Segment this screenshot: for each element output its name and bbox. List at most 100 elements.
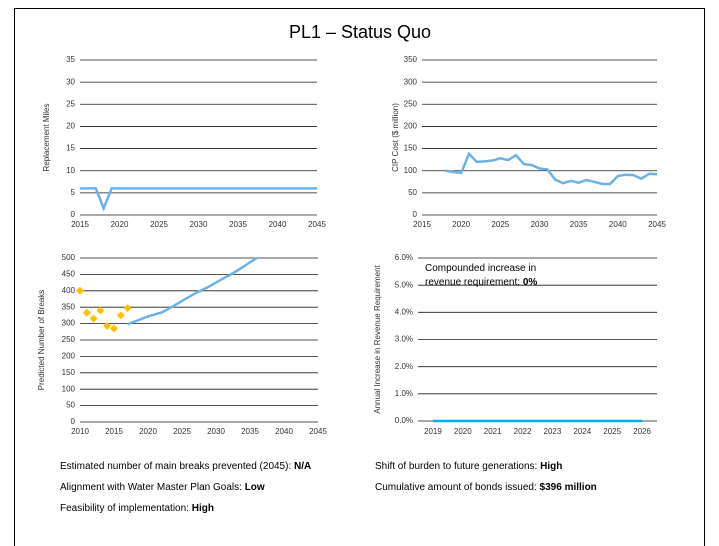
note: Shift of burden to future generations: H…: [375, 461, 562, 472]
note-value: High: [540, 461, 563, 472]
y-tick-label: 2.0%: [395, 362, 413, 371]
note-label: Alignment with Water Master Plan Goals:: [60, 482, 242, 493]
x-tick-label: 2015: [105, 427, 123, 436]
y-tick-label: 5.0%: [395, 280, 413, 289]
y-tick-label: 150: [404, 144, 418, 153]
y-tick-label: 250: [62, 335, 76, 344]
y-tick-label: 100: [404, 166, 418, 175]
x-tick-label: 2020: [111, 220, 129, 229]
x-tick-label: 2040: [609, 220, 627, 229]
x-tick-label: 2015: [71, 220, 89, 229]
y-tick-label: 30: [66, 77, 75, 86]
note: Cumulative amount of bonds issued: $396 …: [375, 482, 597, 493]
y-tick-label: 50: [408, 188, 417, 197]
y-tick-label: 5: [71, 188, 76, 197]
x-tick-label: 2030: [531, 220, 549, 229]
y-tick-label: 100: [62, 384, 76, 393]
slide-title: PL1 – Status Quo: [289, 22, 431, 42]
note: Feasibility of implementation: High: [60, 503, 214, 514]
note-value: High: [191, 503, 214, 514]
x-tick-label: 2020: [452, 220, 470, 229]
note-value: N/A: [294, 461, 312, 472]
scatter-point: [82, 308, 91, 317]
y-tick-label: 3.0%: [395, 335, 413, 344]
y-tick-label: 0: [71, 417, 76, 426]
y-tick-label: 350: [404, 55, 418, 64]
note-label: Feasibility of implementation:: [60, 503, 189, 514]
y-tick-label: 200: [62, 352, 76, 361]
x-tick-label: 2035: [570, 220, 588, 229]
y-axis-label: CIP Cost ($ million): [391, 103, 400, 172]
y-tick-label: 50: [66, 401, 75, 410]
note-label: Shift of burden to future generations:: [375, 461, 538, 472]
scatter-point: [110, 324, 118, 333]
annotation: revenue requirement: 0%: [425, 277, 537, 288]
x-tick-label: 2045: [648, 220, 666, 229]
slide-border: [14, 8, 705, 546]
x-tick-label: 2045: [309, 427, 327, 436]
x-tick-label: 2022: [514, 427, 532, 436]
x-tick-label: 2020: [139, 427, 157, 436]
y-tick-label: 350: [62, 302, 76, 311]
scatter-point: [96, 306, 105, 315]
note-label: Cumulative amount of bonds issued:: [375, 482, 537, 493]
y-axis-label: Annual Increase in Revenue Requirement: [373, 264, 382, 413]
line: [127, 256, 258, 326]
y-axis-label: Predicted Number of Breaks: [37, 290, 46, 391]
y-tick-label: 20: [66, 122, 75, 131]
x-tick-label: 2020: [454, 427, 472, 436]
y-tick-label: 450: [62, 270, 76, 279]
y-axis-label: Replacement Miles: [42, 103, 51, 171]
y-tick-label: 15: [66, 144, 75, 153]
x-tick-label: 2025: [173, 427, 191, 436]
annotation-text: Compounded increase in: [425, 263, 536, 274]
annotation-text: revenue requirement:: [425, 277, 520, 288]
y-tick-label: 300: [62, 319, 76, 328]
x-tick-label: 2025: [603, 427, 621, 436]
x-tick-label: 2025: [491, 220, 509, 229]
x-tick-label: 2024: [573, 427, 591, 436]
y-tick-label: 0: [413, 210, 418, 219]
x-tick-label: 2023: [544, 427, 562, 436]
x-tick-label: 2026: [633, 427, 651, 436]
scatter-point: [76, 286, 84, 295]
scatter-point: [123, 304, 132, 313]
note-label: Estimated number of main breaks prevente…: [60, 461, 292, 472]
x-tick-label: 2035: [229, 220, 247, 229]
y-tick-label: 300: [404, 77, 418, 86]
y-tick-label: 400: [62, 286, 76, 295]
y-tick-label: 6.0%: [395, 253, 413, 262]
x-tick-label: 2019: [424, 427, 442, 436]
x-tick-label: 2035: [241, 427, 259, 436]
scatter-point: [103, 321, 112, 330]
x-tick-label: 2025: [150, 220, 168, 229]
y-tick-label: 250: [404, 99, 418, 108]
x-tick-label: 2030: [207, 427, 225, 436]
scatter-point: [89, 314, 98, 323]
x-tick-label: 2040: [269, 220, 287, 229]
y-tick-label: 4.0%: [395, 307, 413, 316]
x-tick-label: 2045: [308, 220, 326, 229]
y-tick-label: 35: [66, 55, 75, 64]
y-tick-label: 150: [62, 368, 76, 377]
note: Alignment with Water Master Plan Goals: …: [60, 482, 265, 493]
x-tick-label: 2015: [413, 220, 431, 229]
y-tick-label: 500: [62, 253, 76, 262]
y-tick-label: 0.0%: [395, 416, 413, 425]
annotation-value: 0%: [523, 277, 538, 288]
note-value: $396 million: [539, 482, 597, 493]
note: Estimated number of main breaks prevente…: [60, 461, 311, 472]
x-tick-label: 2021: [484, 427, 502, 436]
annotation: Compounded increase in: [425, 263, 536, 274]
y-tick-label: 200: [404, 122, 418, 131]
y-tick-label: 1.0%: [395, 389, 413, 398]
x-tick-label: 2040: [275, 427, 293, 436]
x-tick-label: 2010: [71, 427, 89, 436]
note-value: Low: [244, 482, 265, 493]
line: [445, 151, 657, 186]
scatter-point: [116, 311, 125, 320]
line: [80, 187, 317, 212]
x-tick-label: 2030: [190, 220, 208, 229]
